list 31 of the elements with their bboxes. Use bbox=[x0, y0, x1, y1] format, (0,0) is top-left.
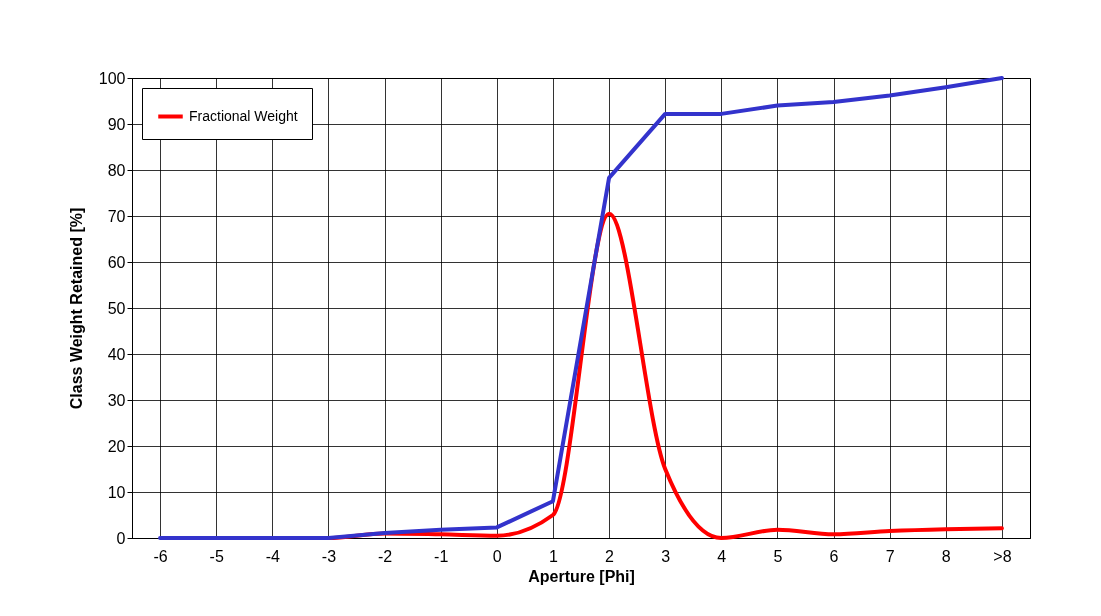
x-tick-label: 5 bbox=[773, 547, 783, 565]
x-tick-label: 7 bbox=[885, 547, 895, 565]
line-series bbox=[158, 76, 1004, 540]
y-tick-label: 50 bbox=[107, 299, 126, 317]
x-tick-label: 4 bbox=[717, 547, 727, 565]
y-axis-title: Class Weight Retained [%] bbox=[67, 207, 85, 410]
x-tick-label: 1 bbox=[548, 547, 558, 565]
y-tick-label: 80 bbox=[107, 161, 126, 179]
legend-label: Fractional Weight bbox=[189, 107, 298, 124]
x-tick-label: -4 bbox=[265, 547, 281, 565]
y-tick-label: 0 bbox=[116, 529, 126, 547]
x-axis-title: Aperture [Phi] bbox=[528, 567, 635, 585]
x-tick-label: 2 bbox=[605, 547, 615, 565]
x-tick-label: -2 bbox=[377, 547, 393, 565]
y-tick-label: 70 bbox=[107, 207, 126, 225]
y-tick-label: 40 bbox=[107, 345, 126, 363]
x-tick-label: >8 bbox=[993, 547, 1012, 565]
x-tick-label: -3 bbox=[321, 547, 337, 565]
x-tick-label: -6 bbox=[153, 547, 168, 565]
y-tick-label: 60 bbox=[107, 253, 126, 271]
x-tick-label: 8 bbox=[941, 547, 951, 565]
y-tick-label: 20 bbox=[107, 437, 126, 455]
x-tick-label: 0 bbox=[492, 547, 502, 565]
y-tick-label: 30 bbox=[107, 391, 126, 409]
x-tick-label: -1 bbox=[434, 547, 449, 565]
y-tick-label: 100 bbox=[98, 69, 126, 87]
x-tick-label: -5 bbox=[209, 547, 224, 565]
y-tick-label: 90 bbox=[107, 115, 126, 133]
x-tick-label: 3 bbox=[661, 547, 671, 565]
y-tick-label: 10 bbox=[107, 483, 126, 501]
x-tick-label: 6 bbox=[829, 547, 839, 565]
